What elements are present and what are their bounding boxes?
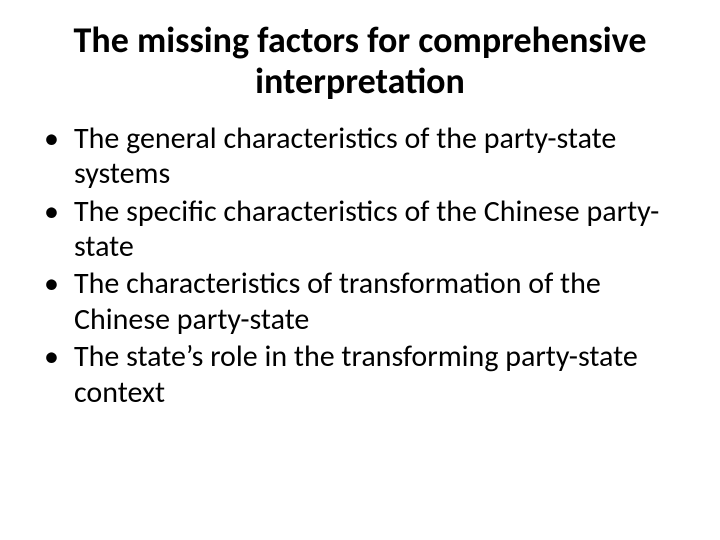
slide-title: The missing factors for comprehensive in… bbox=[30, 20, 690, 103]
list-item: The general characteristics of the party… bbox=[30, 121, 690, 192]
slide-container: The missing factors for comprehensive in… bbox=[0, 0, 720, 540]
bullet-list: The general characteristics of the party… bbox=[30, 121, 690, 410]
list-item: The characteristics of transformation of… bbox=[30, 266, 690, 337]
list-item: The state’s role in the transforming par… bbox=[30, 339, 690, 410]
list-item: The specific characteristics of the Chin… bbox=[30, 194, 690, 265]
